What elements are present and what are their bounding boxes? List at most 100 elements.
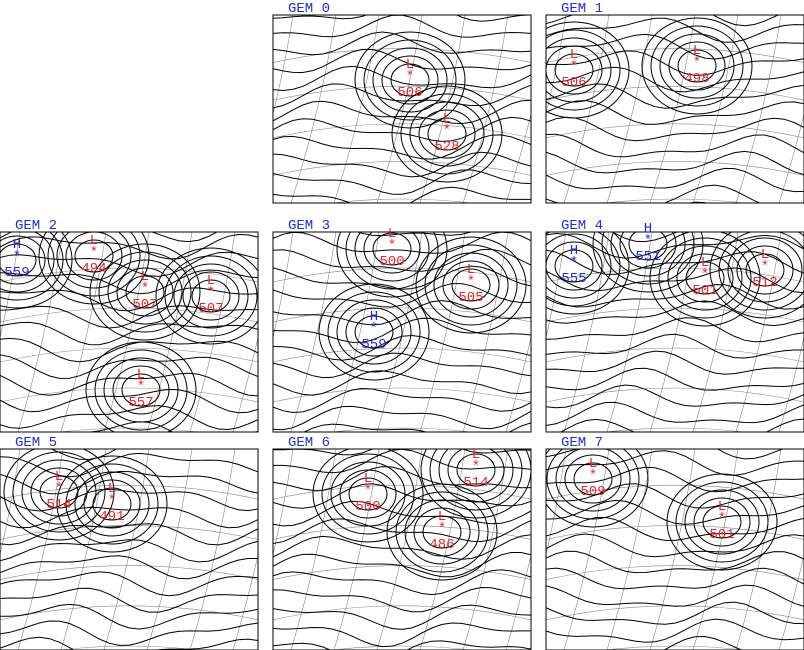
center-symbol: L xyxy=(108,481,116,497)
contour xyxy=(555,449,631,512)
contour xyxy=(677,49,717,83)
contour xyxy=(273,151,531,178)
contour xyxy=(92,487,132,521)
meridian xyxy=(505,553,531,650)
parallel xyxy=(546,161,804,176)
meridian xyxy=(692,232,739,432)
meridian xyxy=(189,449,236,650)
contour xyxy=(273,198,531,219)
contour xyxy=(273,83,531,109)
contour xyxy=(65,232,123,281)
center-marker: * xyxy=(13,249,21,265)
contour xyxy=(610,232,686,277)
contour xyxy=(650,25,744,107)
contour xyxy=(546,466,804,493)
meridian xyxy=(273,232,294,339)
meridian xyxy=(146,232,193,432)
contour xyxy=(546,601,804,625)
contour xyxy=(69,421,258,432)
contour xyxy=(327,291,421,373)
contour xyxy=(546,567,804,590)
panel-title: GEM 2 xyxy=(15,218,57,234)
center-symbol: L xyxy=(207,273,215,289)
contour xyxy=(546,232,630,315)
contour xyxy=(363,39,457,121)
contour xyxy=(0,243,37,277)
meridian xyxy=(0,449,21,557)
contour xyxy=(573,462,613,496)
meridian xyxy=(376,15,423,203)
meridian xyxy=(563,15,610,203)
contour xyxy=(345,307,403,357)
center-marker: * xyxy=(570,255,578,271)
center-symbol: H xyxy=(13,237,21,253)
meridian xyxy=(778,336,804,432)
meridian xyxy=(60,232,107,432)
contour xyxy=(546,15,780,27)
parallel xyxy=(57,427,201,432)
contour xyxy=(546,367,804,391)
center-marker: * xyxy=(718,511,726,527)
center-symbol: H xyxy=(644,221,652,237)
contour xyxy=(0,470,258,495)
center-marker: * xyxy=(207,285,215,301)
center-marker: * xyxy=(467,274,475,290)
contour xyxy=(546,483,804,509)
meridian xyxy=(205,15,250,203)
contour xyxy=(546,384,804,409)
center-value: 551 xyxy=(635,249,660,265)
map-area xyxy=(0,232,258,432)
center-marker: * xyxy=(55,481,63,497)
map-area xyxy=(273,198,531,432)
contour xyxy=(302,422,531,432)
meridian xyxy=(505,336,531,432)
contour xyxy=(546,450,804,476)
contour xyxy=(663,635,743,650)
contour xyxy=(546,167,804,193)
meridian xyxy=(563,449,610,650)
contour xyxy=(0,287,258,312)
panel-title: GEM 6 xyxy=(288,435,330,451)
contour xyxy=(273,248,531,272)
contour xyxy=(273,48,531,74)
center-symbol: L xyxy=(718,499,726,515)
parallel xyxy=(57,645,201,650)
contour xyxy=(182,271,240,321)
center-marker: * xyxy=(693,55,701,71)
meridian xyxy=(162,449,207,650)
contour xyxy=(336,299,412,365)
contour xyxy=(0,506,258,529)
contour xyxy=(38,232,150,305)
center-value: 555 xyxy=(561,271,586,287)
center-marker: * xyxy=(406,69,414,85)
contour xyxy=(273,232,531,254)
contour xyxy=(0,337,258,363)
parallel xyxy=(273,307,531,323)
map-area xyxy=(546,449,804,650)
center-symbol: L xyxy=(388,226,396,242)
contour xyxy=(47,232,141,297)
center-value: 501 xyxy=(692,283,717,299)
contour xyxy=(0,488,258,512)
parallel xyxy=(273,347,531,363)
meridian xyxy=(546,232,567,339)
contour xyxy=(85,341,197,432)
meridian xyxy=(232,553,258,650)
contour xyxy=(3,449,115,541)
contour xyxy=(438,449,514,503)
contour xyxy=(89,243,201,341)
meridian xyxy=(505,112,531,203)
parallel xyxy=(0,307,258,323)
contour xyxy=(442,260,500,310)
meridian xyxy=(546,15,567,116)
contour xyxy=(112,365,170,415)
panel-border xyxy=(545,448,804,650)
contour xyxy=(318,283,430,381)
contour xyxy=(273,65,531,92)
contour xyxy=(0,232,73,309)
meridian xyxy=(333,449,380,650)
